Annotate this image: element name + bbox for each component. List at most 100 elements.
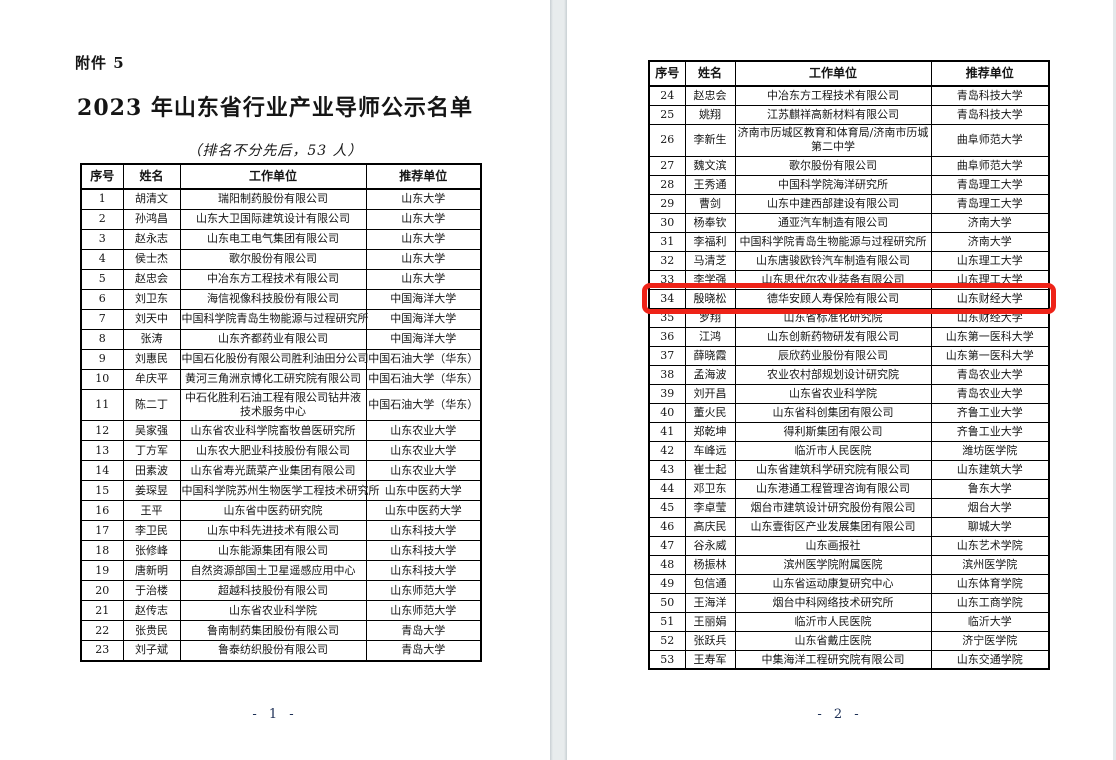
table-row: 26 李新生 济南市历城区教育和体育局/济南市历城第二中学 曲阜师范大学 — [648, 123, 1050, 157]
table-cell: 鲁东大学 — [930, 478, 1050, 499]
table-body-page2: 24 赵忠会 中冶东方工程技术有限公司 青岛科技大学 25 姚翔 江苏麒祥高新材料有限公司青… — [648, 85, 1050, 670]
table-row: 41 郑乾坤 得利斯集团有限公司 齐鲁工业大学 — [648, 421, 1050, 442]
table-cell: 刘惠民 — [122, 348, 181, 370]
table-cell: 于治楼 — [122, 580, 181, 602]
table-row: 51 王丽娟 临沂市人民医院 临沂大学 — [648, 611, 1050, 632]
table-cell: 37 — [648, 345, 686, 366]
table-cell: 山东中医药大学 — [365, 500, 482, 522]
table-cell: 通亚汽车制造有限公司 — [734, 212, 932, 233]
col-header-index: 序号 — [648, 60, 686, 87]
table-cell: 青岛大学 — [365, 640, 482, 662]
table-cell: 临沂市人民医院 — [734, 611, 932, 632]
page-1: 附件 5 2023 年山东省行业产业导师公示名单 （排名不分先后，53 人） 序… — [0, 0, 550, 760]
table-cell: 山东科技大学 — [365, 560, 482, 582]
table-cell: 山东中建西部建设有限公司 — [734, 193, 932, 214]
table-cell: 中国科学院青岛生物能源与过程研究所 — [179, 308, 369, 330]
table-cell: 34 — [648, 288, 686, 309]
table-cell: 山东理工大学 — [930, 250, 1050, 271]
page-gap — [550, 0, 567, 760]
table-cell: 31 — [648, 231, 686, 252]
table-cell: 赵永志 — [122, 228, 181, 250]
table-row: 15 姜琛昱 中国科学院苏州生物医学工程技术研究所 山东中医药大学 — [80, 480, 482, 502]
table-cell: 9 — [80, 348, 124, 370]
table-row: 33 李学强 山东思代尔农业装备有限公司 山东理工大学 — [648, 269, 1050, 290]
table-row: 27 魏文滨 歌尔股份有限公司 曲阜师范大学 — [648, 155, 1050, 176]
table-header-row: 序号 姓名 工作单位 推荐单位 — [80, 163, 482, 190]
page-number-1: - 1 - — [252, 707, 298, 722]
page-title: 2023 年山东省行业产业导师公示名单 — [77, 95, 473, 121]
table-cell: 车峰远 — [684, 440, 736, 461]
table-row: 3 赵永志 山东电工电气集团有限公司 山东大学 — [80, 228, 482, 250]
table-cell: 中国海洋大学 — [365, 328, 482, 350]
table-cell: 江鸿 — [684, 326, 736, 347]
table-cell: 孟海波 — [684, 364, 736, 385]
table-cell: 19 — [80, 560, 124, 582]
page-2: 序号 姓名 工作单位 推荐单位 24 赵忠会 中冶东方工程技术有限公司 青岛科技大学 2… — [567, 0, 1113, 760]
table-cell: 临沂大学 — [930, 611, 1050, 632]
table-cell: 姚翔 — [684, 104, 736, 125]
table-cell: 聊城大学 — [930, 516, 1050, 537]
table-cell: 山东大学 — [365, 268, 482, 290]
table-cell: 刘子斌 — [122, 640, 181, 662]
table-cell: 鲁南制药集团股份有限公司 — [179, 620, 367, 642]
table-row: 19 唐新明 自然资源部国土卫星遥感应用中心 山东科技大学 — [80, 560, 482, 582]
page-number-2: - 2 - — [817, 707, 863, 722]
table-cell: 29 — [648, 193, 686, 214]
table-row: 1 胡清文 瑞阳制药股份有限公司 山东大学 — [80, 188, 482, 210]
table-cell: 潍坊医学院 — [930, 440, 1050, 461]
table-cell: 30 — [648, 212, 686, 233]
table-cell: 4 — [80, 248, 124, 270]
table-cell: 2 — [80, 208, 124, 230]
table-cell: 山东第一医科大学 — [930, 345, 1050, 366]
table-cell: 曹剑 — [684, 193, 736, 214]
table-cell: 8 — [80, 328, 124, 350]
table-cell: 山东大学 — [365, 188, 482, 210]
table-cell: 张贵民 — [122, 620, 181, 642]
table-cell: 中冶东方工程技术有限公司 — [179, 268, 367, 290]
table-row: 11 陈二丁 中石化胜利石油工程有限公司钻井液技术服务中心 中国石油大学（华东） — [80, 388, 482, 422]
right-page-edge — [1113, 0, 1116, 760]
table-cell: 张修峰 — [122, 540, 181, 562]
table-row: 6 刘卫东 海信视像科技股份有限公司 中国海洋大学 — [80, 288, 482, 310]
table-cell: 田素波 — [122, 460, 181, 482]
table-cell: 江苏麒祥高新材料有限公司 — [734, 104, 932, 125]
roster-table-page2: 序号 姓名 工作单位 推荐单位 24 赵忠会 中冶东方工程技术有限公司 青岛科技大学 2… — [648, 60, 1050, 671]
table-cell: 16 — [80, 500, 124, 522]
table-cell: 中国海洋大学 — [365, 288, 482, 310]
table-cell: 歌尔股份有限公司 — [734, 155, 932, 176]
table-cell: 52 — [648, 630, 686, 651]
table-row: 23 刘子斌 鲁泰纺织股份有限公司 青岛大学 — [80, 640, 482, 662]
table-cell: 张涛 — [122, 328, 181, 350]
table-cell: 赵忠会 — [684, 85, 736, 106]
table-cell: 吴家强 — [122, 420, 181, 442]
table-cell: 牟庆平 — [122, 368, 181, 390]
table-cell: 中国石化股份有限公司胜利油田分公司 — [179, 348, 369, 370]
table-cell: 53 — [648, 649, 686, 670]
table-cell: 24 — [648, 85, 686, 106]
table-row: 9 刘惠民 中国石化股份有限公司胜利油田分公司 中国石油大学（华东） — [80, 348, 482, 370]
table-cell: 山东画报社 — [734, 535, 932, 556]
table-cell: 山东唐骏欧铃汽车制造有限公司 — [734, 250, 932, 271]
table-cell: 农业农村部规划设计研究院 — [734, 364, 932, 385]
table-cell: 山东能源集团有限公司 — [179, 540, 367, 562]
table-cell: 殷晓松 — [684, 288, 736, 309]
table-cell: 20 — [80, 580, 124, 602]
table-cell: 青岛大学 — [365, 620, 482, 642]
table-cell: 包信通 — [684, 573, 736, 594]
table-cell: 32 — [648, 250, 686, 271]
table-cell: 44 — [648, 478, 686, 499]
table-cell: 山东农业大学 — [365, 460, 482, 482]
table-cell: 李学强 — [684, 269, 736, 290]
table-cell: 山东省农业科学院畜牧兽医研究所 — [179, 420, 367, 442]
table-cell: 山东思代尔农业装备有限公司 — [734, 269, 932, 290]
table-cell: 山东大卫国际建筑设计有限公司 — [179, 208, 367, 230]
table-row: 36 江鸿 山东创新药物研发有限公司 山东第一医科大学 — [648, 326, 1050, 347]
table-cell: 28 — [648, 174, 686, 195]
table-cell: 41 — [648, 421, 686, 442]
table-row: 30 杨奉钦 通亚汽车制造有限公司 济南大学 — [648, 212, 1050, 233]
table-row: 40 董火民 山东省科创集团有限公司 齐鲁工业大学 — [648, 402, 1050, 423]
table-row: 16 王平 山东省中医药研究院 山东中医药大学 — [80, 500, 482, 522]
table-cell: 26 — [648, 123, 686, 157]
table-cell: 山东大学 — [365, 208, 482, 230]
table-cell: 山东省寿光蔬菜产业集团有限公司 — [179, 460, 367, 482]
